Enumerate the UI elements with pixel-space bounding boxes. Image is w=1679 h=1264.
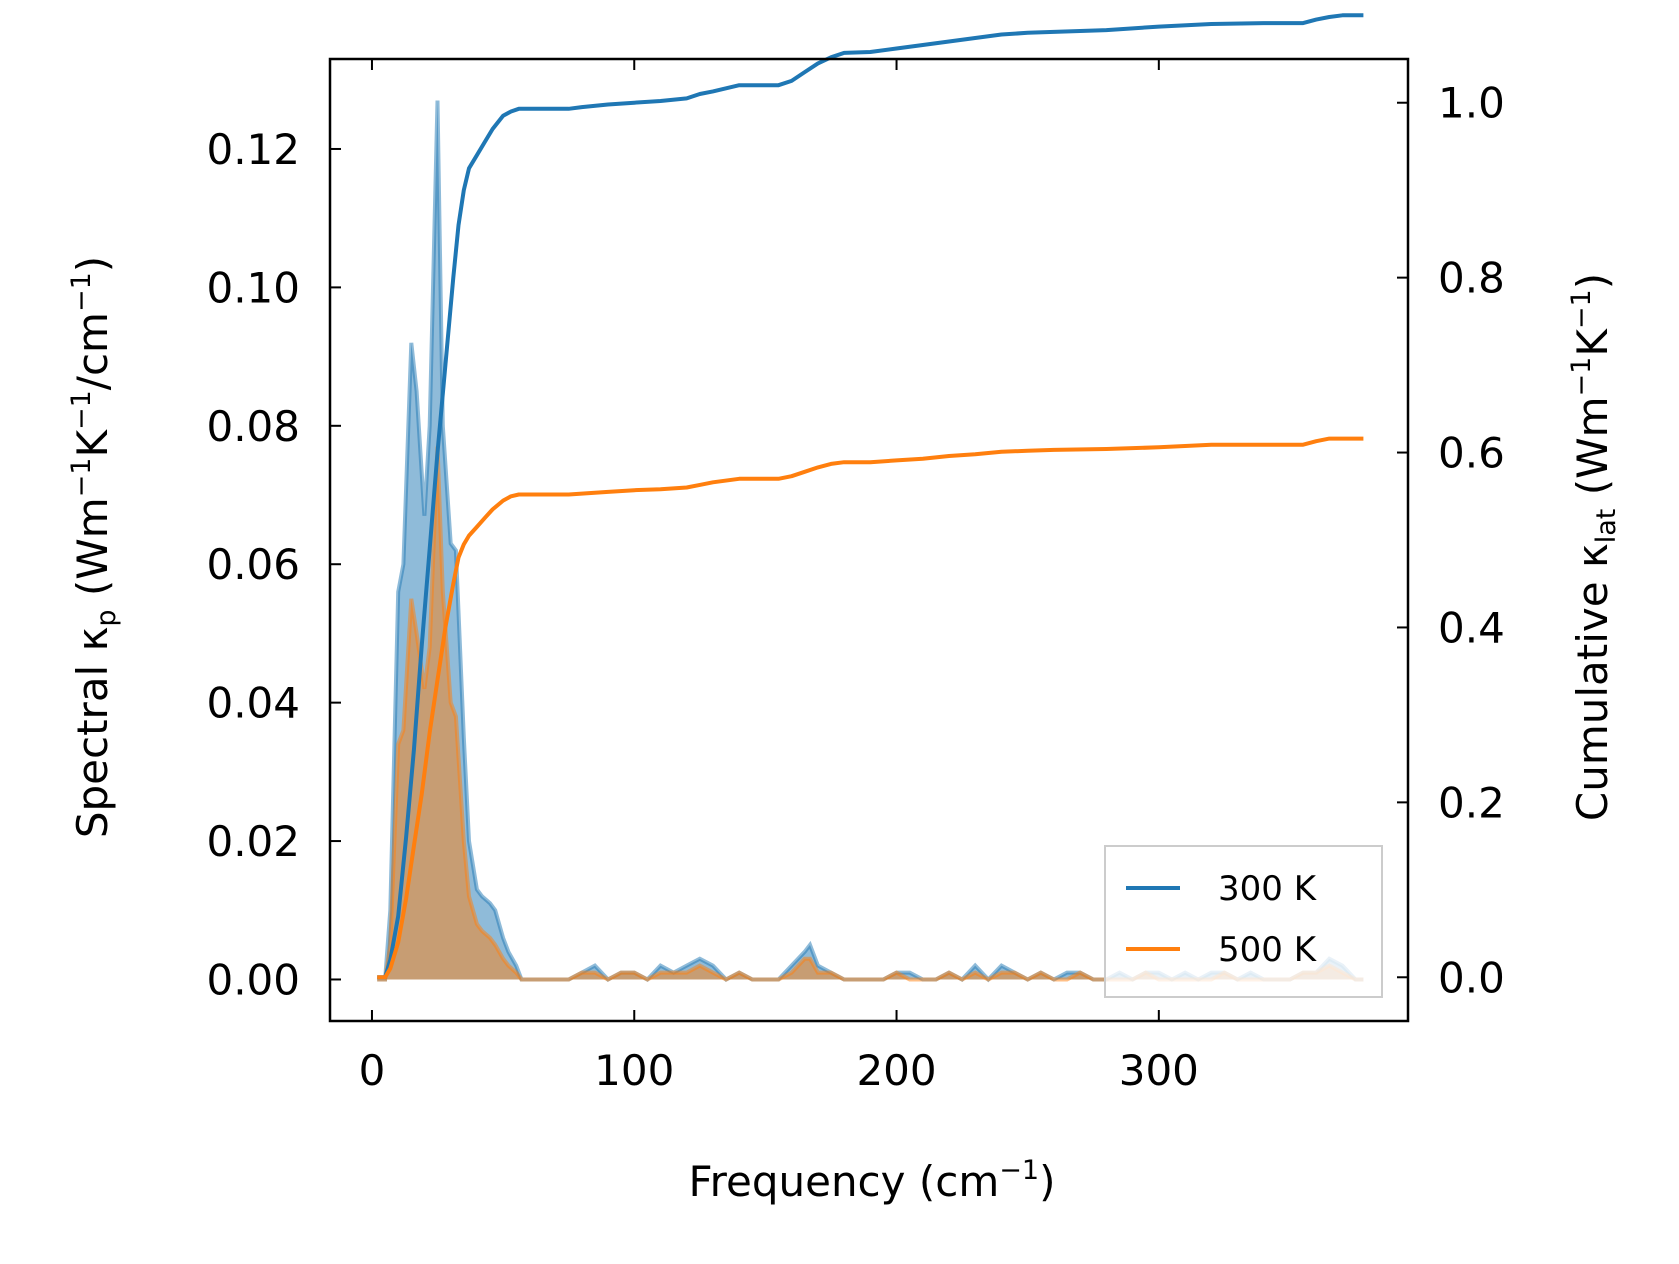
left-y-axis-title: Spectral κp (Wm−1K−1/cm−1) bbox=[66, 256, 122, 838]
left-y-tick-label: 0.04 bbox=[206, 679, 300, 728]
left-y-tick-label: 0.10 bbox=[206, 263, 300, 312]
left-y-tick-label: 0.00 bbox=[206, 955, 300, 1004]
x-tick-label: 200 bbox=[856, 1046, 936, 1095]
right-y-tick-label: 0.2 bbox=[1438, 778, 1505, 827]
right-y-axis-title: Cumulative κlat (Wm−1K−1) bbox=[1566, 273, 1622, 821]
plot-frame bbox=[328, 57, 1410, 1023]
left-y-tick-label: 0.12 bbox=[206, 125, 300, 174]
x-tick-label: 300 bbox=[1119, 1046, 1199, 1095]
x-tick-label: 100 bbox=[594, 1046, 674, 1095]
cumulative-line-300k bbox=[377, 13, 1364, 980]
spectral-area-500k bbox=[377, 446, 1364, 980]
legend-box bbox=[1104, 845, 1383, 998]
axes-layer: 0 100 200 300 0.00 0.02 0.04 0.06 0.08 0.10 0.12 0.… bbox=[206, 57, 1505, 1095]
right-y-tick-label: 0.8 bbox=[1438, 254, 1505, 303]
cumulative-line-500k bbox=[377, 436, 1364, 980]
legend-label-300k: 300 K bbox=[1218, 869, 1318, 909]
left-y-tick-label: 0.08 bbox=[206, 402, 300, 451]
right-y-tick-label: 0.4 bbox=[1438, 603, 1505, 652]
right-y-tick-label: 1.0 bbox=[1438, 79, 1505, 128]
plot-layer bbox=[377, 13, 1364, 983]
left-y-tick-label: 0.02 bbox=[206, 817, 300, 866]
right-y-tick-label: 0.0 bbox=[1438, 953, 1505, 1002]
spectral-area-300k bbox=[377, 100, 1364, 980]
right-y-tick-label: 0.6 bbox=[1438, 429, 1505, 478]
legend: 300 K 500 K bbox=[1104, 845, 1383, 998]
x-axis-title: Frequency (cm−1) bbox=[689, 1155, 1056, 1206]
legend-label-500k: 500 K bbox=[1218, 930, 1318, 970]
left-y-tick-label: 0.06 bbox=[206, 540, 300, 589]
x-tick-label: 0 bbox=[359, 1046, 386, 1095]
